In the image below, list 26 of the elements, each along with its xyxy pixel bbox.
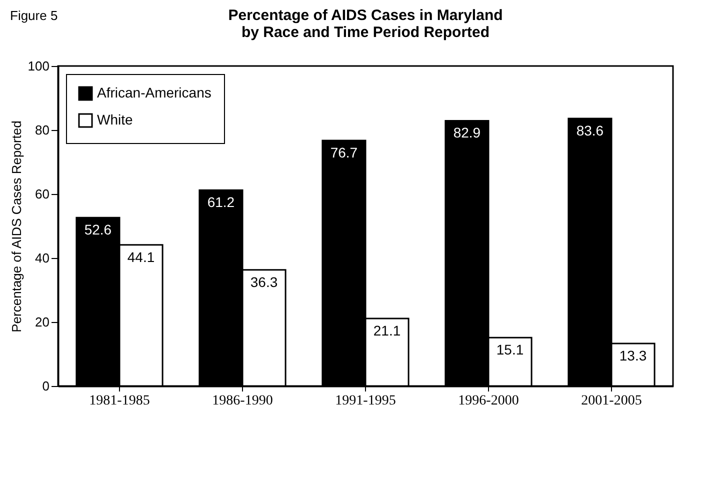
data-label: 83.6	[576, 122, 604, 138]
data-label: 15.1	[496, 342, 524, 358]
data-label: 44.1	[127, 248, 155, 265]
data-label: 36.3	[250, 274, 278, 290]
caption: Figure 5	[10, 8, 58, 23]
y-tick-label: 80	[35, 122, 50, 138]
y-tick-label: 20	[35, 314, 50, 330]
data-label: 82.9	[453, 124, 481, 141]
data-label: 52.6	[84, 222, 112, 238]
y-axis-title: Percentage of AIDS Cases Reported	[8, 120, 24, 332]
y-tick-label: 0	[42, 378, 50, 394]
x-tick-label: 2001-2005	[581, 394, 642, 408]
data-label: 76.7	[330, 144, 358, 161]
data-label: 13.3	[619, 347, 647, 364]
x-tick-label: 1981-1985	[89, 394, 150, 408]
legend-label: African-Americans	[97, 84, 212, 100]
y-tick-label: 60	[35, 186, 50, 202]
y-tick-label: 40	[35, 250, 50, 266]
data-label: 61.2	[207, 194, 235, 210]
data-label: 21.1	[373, 322, 401, 338]
chart-title: Percentage of AIDS Cases in Maryland by Race and Time Period Reported	[228, 7, 503, 41]
x-tick-label: 1996-2000	[458, 394, 519, 408]
x-tick-label: 1991-1995	[335, 394, 396, 408]
x-tick-label: 1986-1990	[212, 394, 273, 408]
legend-label: White	[97, 112, 133, 128]
y-tick-label: 100	[28, 58, 50, 74]
